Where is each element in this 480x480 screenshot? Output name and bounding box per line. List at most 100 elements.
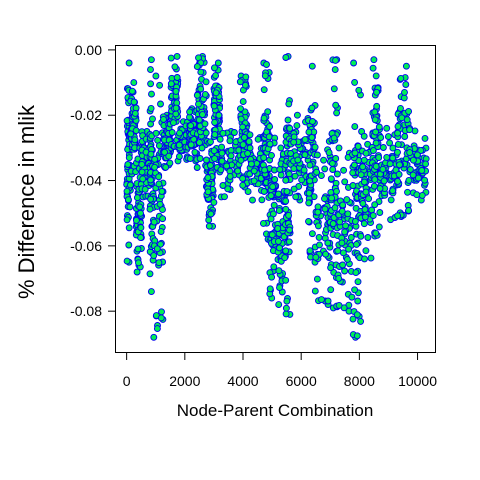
scatter-point [322,250,330,258]
scatter-point [219,182,227,189]
scatter-point [250,167,258,175]
scatter-point [239,175,247,182]
scatter-point [196,139,203,147]
scatter-point [211,155,219,163]
scatter-point [155,173,163,181]
scatter-point [186,108,194,116]
x-tick-label: 2000 [169,373,200,389]
scatter-point [202,78,210,86]
scatter-point [293,111,301,119]
scatter-point [161,148,169,156]
scatter-point [175,141,183,149]
plot-frame [115,45,436,353]
scatter-point [375,223,383,231]
scatter-point [339,201,347,209]
scatter-point [371,201,379,209]
scatter-point [128,87,136,95]
scatter-point [369,147,377,155]
scatter-point [157,314,165,322]
scatter-point [317,172,325,180]
scatter-point [260,86,268,94]
scatter-point [132,127,140,135]
scatter-point [285,238,293,246]
scatter-point [147,104,155,112]
scatter-point [290,138,298,146]
scatter-point [236,78,244,86]
scatter-point [338,239,346,247]
scatter-point [331,204,339,212]
scatter-point [334,247,342,255]
scatter-point [360,220,368,228]
scatter-point [320,156,328,164]
scatter-point [240,134,248,141]
scatter-point [418,167,426,174]
scatter-point [204,174,212,182]
scatter-point [336,218,344,226]
scatter-point [383,153,391,161]
scatter-point [160,115,167,123]
scatter-point [290,185,298,193]
scatter-point [138,168,146,176]
scatter-point [332,56,339,64]
scatter-point [362,247,370,255]
y-tick-label: -0.02 [70,107,102,123]
scatter-point [271,176,279,183]
scatter-point [173,74,181,81]
scatter-point [409,156,417,164]
scatter-point [269,183,277,191]
scatter-point [250,177,258,185]
y-tick-label: -0.06 [70,238,102,254]
scatter-point [376,209,384,216]
scatter-point [373,102,381,110]
scatter-point [210,147,218,155]
scatter-point [353,311,361,319]
scatter-point [394,129,402,137]
scatter-point [274,190,282,198]
scatter-point [406,166,414,173]
scatter-point [375,154,383,162]
scatter-point [282,247,290,255]
scatter-point [386,160,394,168]
scatter-point [324,239,332,247]
scatter-point [375,123,383,131]
scatter-point [283,297,291,305]
scatter-point [126,203,134,211]
scatter-point [241,81,249,89]
scatter-point [324,297,332,305]
scatter-point [389,187,397,195]
scatter-point [167,54,175,62]
scatter-point [306,247,314,255]
scatter-point [329,220,337,228]
scatter-point [394,212,402,220]
scatter-point [321,195,328,203]
scatter-point [261,72,269,80]
scatter-point [395,170,403,178]
scatter-point [321,165,329,173]
scatter-point [314,222,322,230]
scatter-point [341,267,349,275]
scatter-point [282,205,290,213]
scatter-point [286,124,294,132]
scatter-point [260,114,268,122]
scatter-point [173,52,181,60]
scatter-point [354,278,362,286]
scatter-point [217,166,225,174]
scatter-point [394,148,401,156]
scatter-point [156,81,164,89]
scatter-point [137,209,144,217]
scatter-point [249,196,256,204]
scatter-point [150,218,158,226]
scatter-point [328,194,336,202]
scatter-point [246,144,254,152]
scatter-point [285,211,293,219]
scatter-point [341,178,349,186]
scatter-point [327,264,335,272]
scatter-point [275,301,283,309]
scatter-point [282,310,290,318]
x-tick-label: 8000 [344,373,375,389]
scatter-point [405,207,413,214]
scatter-point [351,149,359,157]
scatter-point [379,144,387,151]
scatter-point [330,85,338,93]
scatter-point [239,181,247,189]
